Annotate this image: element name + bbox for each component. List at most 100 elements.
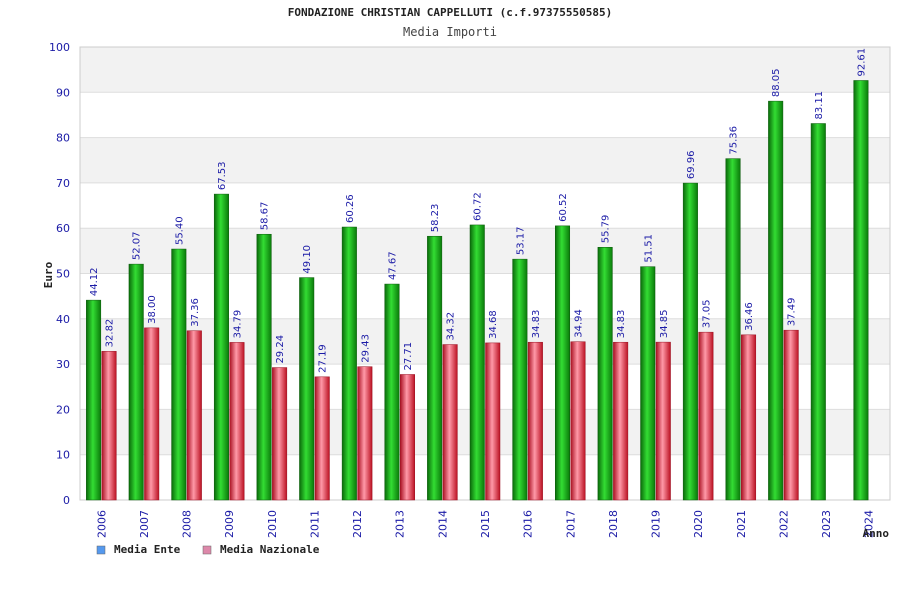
bar-media-nazionale bbox=[613, 341, 629, 501]
data-label: 53.17 bbox=[515, 226, 526, 255]
data-label: 44.12 bbox=[89, 267, 100, 296]
data-label: 52.07 bbox=[132, 231, 143, 260]
x-tick-label: 2024 bbox=[863, 510, 876, 538]
y-tick-label: 80 bbox=[56, 132, 70, 145]
data-label: 58.23 bbox=[430, 204, 441, 233]
x-tick-label: 2006 bbox=[95, 510, 108, 538]
bar-media-nazionale bbox=[229, 342, 245, 501]
y-axis-label: Euro bbox=[42, 261, 55, 288]
bars-group bbox=[86, 80, 869, 501]
bar-media-nazionale bbox=[314, 376, 330, 501]
data-label: 34.83 bbox=[531, 310, 542, 339]
bar-media-ente bbox=[640, 266, 656, 501]
data-label: 60.52 bbox=[558, 193, 569, 222]
data-label: 37.36 bbox=[190, 298, 201, 327]
data-label: 27.71 bbox=[403, 342, 414, 371]
bar-media-nazionale bbox=[442, 344, 458, 501]
data-label: 51.51 bbox=[643, 234, 654, 263]
data-label: 38.00 bbox=[147, 295, 158, 324]
bar-media-nazionale bbox=[399, 374, 415, 501]
x-tick-label: 2009 bbox=[223, 510, 236, 538]
data-label: 55.79 bbox=[601, 215, 612, 244]
x-tick-label: 2015 bbox=[479, 510, 492, 538]
grid-band bbox=[80, 47, 890, 93]
legend-label-media-nazionale: Media Nazionale bbox=[220, 543, 320, 556]
bar-media-ente bbox=[427, 235, 443, 501]
legend-label-media-ente: Media Ente bbox=[114, 543, 181, 556]
data-label: 29.43 bbox=[360, 334, 371, 363]
x-tick-label: 2017 bbox=[564, 510, 577, 538]
grid-band bbox=[80, 137, 890, 183]
y-tick-label: 50 bbox=[56, 268, 70, 281]
data-label: 47.67 bbox=[387, 251, 398, 280]
legend-swatch-media-ente bbox=[96, 545, 106, 555]
data-label: 34.68 bbox=[488, 310, 499, 339]
x-tick-label: 2018 bbox=[607, 510, 620, 538]
x-tick-label: 2019 bbox=[650, 510, 663, 538]
data-label: 32.82 bbox=[105, 319, 116, 348]
x-axis-label: Anno bbox=[863, 527, 890, 540]
data-label: 36.46 bbox=[744, 302, 755, 331]
data-labels-group: 44.12 32.82 52.07 38.00 55.40 37.36 67.53 34.79… bbox=[89, 48, 867, 373]
data-label: 60.72 bbox=[473, 192, 484, 221]
x-tick-label: 2011 bbox=[308, 510, 321, 538]
data-label: 92.61 bbox=[856, 48, 867, 77]
bar-media-ente bbox=[256, 233, 272, 501]
y-tick-label: 60 bbox=[56, 222, 70, 235]
bar-media-ente bbox=[341, 226, 357, 501]
bar-media-nazionale bbox=[655, 341, 671, 501]
bar-media-ente bbox=[86, 299, 102, 501]
x-tick-label: 2021 bbox=[735, 510, 748, 538]
data-label: 75.36 bbox=[729, 126, 740, 155]
y-tick-label: 30 bbox=[56, 358, 70, 371]
bar-media-ente bbox=[597, 247, 613, 501]
data-label: 58.67 bbox=[260, 202, 271, 231]
bar-media-nazionale bbox=[741, 334, 757, 501]
x-tick-label: 2013 bbox=[394, 510, 407, 538]
bar-media-ente bbox=[555, 225, 571, 501]
grid-band bbox=[80, 92, 890, 138]
x-tick-label: 2008 bbox=[181, 510, 194, 538]
bar-media-nazionale bbox=[357, 366, 373, 501]
axes-group: 2006 2007 2008 2009 2010 2011 2012 2013 2014 2015… bbox=[42, 41, 889, 540]
x-tick-label: 2022 bbox=[777, 510, 790, 538]
x-tick-label: 2020 bbox=[692, 510, 705, 538]
bar-media-nazionale bbox=[144, 327, 160, 501]
bar-media-ente bbox=[128, 263, 144, 501]
data-label: 29.24 bbox=[275, 335, 286, 364]
data-label: 60.26 bbox=[345, 194, 356, 223]
bar-media-ente bbox=[725, 158, 741, 501]
x-tick-label: 2023 bbox=[820, 510, 833, 538]
bar-media-nazionale bbox=[570, 341, 586, 501]
y-tick-label: 90 bbox=[56, 86, 70, 99]
data-label: 34.32 bbox=[446, 312, 457, 341]
chart-subtitle: Media Importi bbox=[403, 25, 497, 39]
bar-media-ente bbox=[213, 193, 229, 501]
data-label: 55.40 bbox=[174, 216, 185, 245]
bar-media-nazionale bbox=[783, 329, 799, 501]
bar-media-nazionale bbox=[272, 367, 288, 501]
x-tick-label: 2014 bbox=[436, 510, 449, 538]
x-tick-label: 2012 bbox=[351, 510, 364, 538]
bar-media-nazionale bbox=[698, 331, 714, 501]
bar-media-nazionale bbox=[101, 351, 117, 501]
bar-media-ente bbox=[299, 277, 315, 501]
bar-media-ente bbox=[512, 258, 528, 501]
y-tick-label: 10 bbox=[56, 449, 70, 462]
data-label: 37.49 bbox=[787, 298, 798, 327]
bar-media-ente bbox=[768, 100, 784, 501]
data-label: 34.83 bbox=[616, 310, 627, 339]
bar-media-nazionale bbox=[527, 341, 543, 501]
y-tick-label: 0 bbox=[63, 494, 70, 507]
data-label: 67.53 bbox=[217, 161, 228, 190]
data-label: 83.11 bbox=[814, 91, 825, 120]
bar-media-nazionale bbox=[186, 330, 202, 501]
y-tick-label: 20 bbox=[56, 403, 70, 416]
data-label: 34.79 bbox=[232, 310, 243, 339]
bar-media-ente bbox=[682, 182, 698, 501]
legend-swatch-media-nazionale bbox=[202, 545, 212, 555]
bar-media-ente bbox=[853, 80, 869, 501]
data-label: 34.94 bbox=[574, 309, 585, 338]
x-tick-label: 2007 bbox=[138, 510, 151, 538]
